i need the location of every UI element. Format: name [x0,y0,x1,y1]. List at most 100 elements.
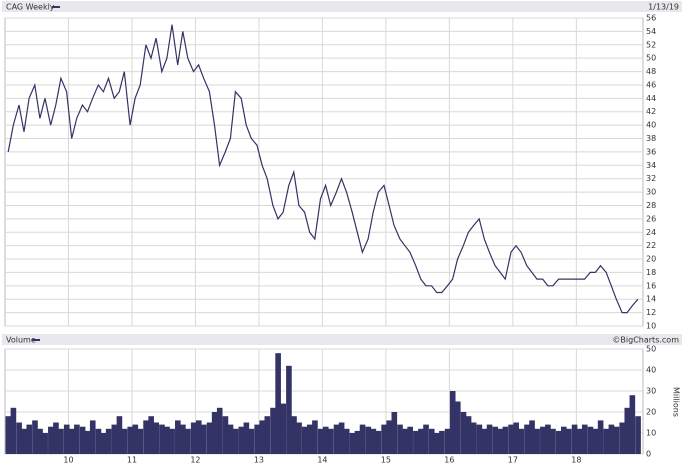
volume-bar [227,424,234,454]
volume-bar [613,426,620,454]
volume-bar [58,428,64,454]
y-tick-label: 32 [646,174,656,183]
volume-bar [95,428,102,454]
volume-bar [243,422,250,454]
volume-bar [148,416,154,454]
y-tick-label: 36 [646,147,656,156]
volume-bar [307,424,313,454]
volume-bar [175,420,181,454]
volume-bar [42,433,48,454]
volume-bar [418,428,424,454]
volume-bar [53,422,59,454]
y-axis-label: Millions [672,387,681,417]
volume-bar [16,422,22,454]
volume-bar [116,416,123,454]
volume-bar [502,426,509,454]
y-tick-label: 20 [646,255,656,264]
volume-bar [317,428,324,454]
y-tick-label: 10 [646,429,656,438]
volume-bar [497,428,504,454]
y-tick-label: 52 [646,40,656,49]
x-tick-label: 16 [444,456,454,465]
volume-bar [619,422,626,454]
volume-bar [560,426,567,454]
volume-bar [180,424,186,454]
y-tick-label: 28 [646,201,656,210]
volume-bar [454,401,461,454]
volume-bar [635,416,641,454]
volume-bar [238,426,245,454]
volume-title: Volume [6,336,36,345]
volume-bar [428,428,435,454]
x-tick-label: 12 [190,456,200,465]
date: 1/13/19 [648,3,679,12]
volume-bar [439,430,445,454]
y-tick-label: 56 [646,14,656,23]
y-tick-label: 40 [646,121,656,130]
price-header [2,1,682,12]
volume-bar [10,407,17,454]
volume-bar [89,420,96,454]
volume-bar [465,416,472,454]
volume-bar [566,428,572,454]
y-tick-label: 12 [646,308,656,317]
volume-bar [79,426,86,454]
x-tick-label: 14 [317,456,327,465]
volume-bar [513,422,519,454]
volume-bar [270,407,276,454]
volume-bar [386,420,393,454]
volume-bar [291,416,297,454]
volume-bar [5,416,12,454]
x-tick-label: 10 [63,456,73,465]
volume-bar [576,428,583,454]
volume-bar [571,424,578,454]
volume-bar [201,424,207,454]
volume-bar [518,428,525,454]
volume-bar [296,422,302,454]
volume-bar [26,424,33,454]
y-tick-label: 50 [646,345,656,354]
volume-bar [407,426,413,454]
volume-bar [460,412,467,454]
volume-bar [111,424,118,454]
y-tick-label: 50 [646,54,656,63]
volume-bar [529,420,535,454]
volume-bar [359,424,366,454]
volume-bar [381,424,387,454]
volume-bar [127,426,134,454]
volume-bar [624,407,631,454]
volume-bar [550,428,556,454]
volume-bar [100,433,107,454]
volume-bar [524,424,530,454]
volume-header [2,334,682,345]
volume-bar [492,426,499,454]
volume-bar [301,426,308,454]
volume-bar [328,428,334,454]
volume-bar [232,428,239,454]
y-tick-label: 16 [646,281,656,290]
volume-bar [555,430,562,454]
volume-bar [397,424,403,454]
x-tick-label: 13 [254,456,264,465]
volume-bar [153,422,160,454]
price-line [7,24,639,314]
x-tick-label: 11 [127,456,137,465]
volume-bar [84,430,91,454]
volume-bar [581,424,588,454]
y-tick-label: 40 [646,366,656,375]
volume-bar [333,424,340,454]
x-tick-label: 17 [508,456,518,465]
volume-bar [32,420,38,454]
volume-bar [21,428,28,454]
volume-bar [259,420,266,454]
y-tick-label: 42 [646,107,656,116]
volume-bar [185,428,191,454]
volume-bar [343,428,350,454]
volume-bar [540,426,546,454]
volume-bar [434,433,440,454]
volume-bar [608,424,615,454]
volume-bar [222,416,229,454]
volume-bar [68,428,75,454]
volume-bar [413,430,419,454]
